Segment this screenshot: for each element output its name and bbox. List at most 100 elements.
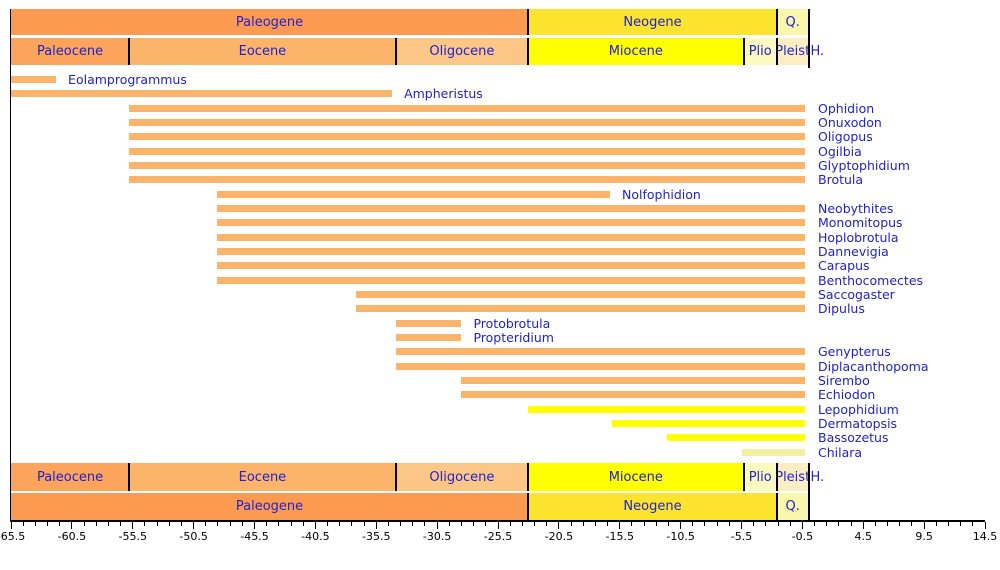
x-axis-minor-tick <box>278 521 280 526</box>
taxon-label: Diplacanthopoma <box>818 358 929 374</box>
period-band-segment: Neogene <box>528 9 777 35</box>
taxon-label: Bassozetus <box>818 430 889 446</box>
x-axis-minor-tick <box>692 521 694 526</box>
x-axis-tick-label: -0.5 <box>791 530 814 543</box>
epoch-boundary-line <box>742 463 745 491</box>
x-axis-minor-tick <box>631 521 633 526</box>
x-axis-minor-tick <box>704 521 706 526</box>
x-axis-minor-tick <box>655 521 657 526</box>
epoch-label: Plio <box>748 469 772 485</box>
x-axis-minor-tick <box>156 521 158 526</box>
x-axis-minor-tick <box>217 521 219 526</box>
x-axis-minor-tick <box>387 521 389 526</box>
taxon-label: Eolamprogrammus <box>68 72 187 87</box>
taxon-label: Protobrotula <box>473 315 551 331</box>
taxon-range-bar <box>216 262 805 270</box>
x-axis-minor-tick <box>22 521 24 526</box>
x-axis-minor-tick <box>327 521 329 526</box>
x-axis-tick-label: -10.5 <box>666 530 695 543</box>
x-axis-minor-tick <box>460 521 462 526</box>
taxon-label: Carapus <box>818 258 870 274</box>
taxon-label: Saccogaster <box>818 286 895 302</box>
x-axis-tick-label: -5.5 <box>730 530 753 543</box>
x-axis-minor-tick <box>363 521 365 526</box>
x-axis-tick-label: 4.5 <box>854 530 873 543</box>
x-axis-minor-tick <box>789 521 791 526</box>
period-boundary-line <box>775 9 778 35</box>
x-axis-minor-tick <box>241 521 243 526</box>
x-axis-minor-tick <box>765 521 767 526</box>
epoch-label: Eocene <box>238 44 287 59</box>
taxon-range-bar <box>395 362 805 370</box>
x-axis-minor-tick <box>753 521 755 526</box>
taxon-range-bar <box>461 376 805 384</box>
period-label: Neogene <box>623 14 682 30</box>
taxon-label: Brotula <box>818 172 864 188</box>
x-axis-minor-tick <box>838 521 840 526</box>
x-axis-major-tick <box>497 521 499 529</box>
x-axis-minor-tick <box>972 521 974 526</box>
epoch-label: Oligocene <box>429 44 495 59</box>
taxon-label: Echiodon <box>818 387 876 403</box>
x-axis-tick-label: -25.5 <box>483 530 513 543</box>
taxon-label: Ophidion <box>818 100 875 116</box>
x-axis-minor-tick <box>290 521 292 526</box>
epoch-boundary-line <box>128 38 131 65</box>
epoch-label: Plio <box>748 44 772 59</box>
taxon-label: Ogilbia <box>818 143 862 159</box>
x-axis-minor-tick <box>887 521 889 526</box>
period-band-segment: Paleogene <box>11 9 529 35</box>
epoch-boundary-line <box>527 463 530 491</box>
x-axis-minor-tick <box>814 521 816 526</box>
x-axis-major-tick <box>375 521 377 529</box>
x-axis-minor-tick <box>509 521 511 526</box>
x-axis-minor-tick <box>643 521 645 526</box>
x-axis-minor-tick <box>266 521 268 526</box>
x-axis-major-tick <box>923 521 925 529</box>
epoch-band-segment: Plio <box>743 38 777 65</box>
x-axis-tick-label: 9.5 <box>915 530 933 543</box>
epoch-boundary-line <box>128 463 131 491</box>
x-axis-minor-tick <box>400 521 402 526</box>
epoch-band-segment: Miocene <box>528 463 744 491</box>
taxon-label: Dermatopsis <box>818 415 898 431</box>
x-axis-minor-tick <box>168 521 170 526</box>
taxon-range-bar <box>216 219 805 227</box>
taxon-label: Propteridium <box>473 329 554 345</box>
taxon-range-bar <box>11 90 393 98</box>
x-axis-tick-label: -30.5 <box>422 530 452 543</box>
taxon-range-bar <box>395 319 462 327</box>
x-axis-minor-tick <box>205 521 207 526</box>
taxon-label: Sirembo <box>818 372 870 388</box>
taxon-label: Monomitopus <box>818 215 903 231</box>
taxon-label: Lepophidium <box>818 401 899 417</box>
taxon-range-bar <box>355 290 805 298</box>
epoch-boundary-line <box>775 463 778 491</box>
x-axis-minor-tick <box>607 521 609 526</box>
x-axis-minor-tick <box>728 521 730 526</box>
taxon-label: Nolfophidion <box>622 186 701 202</box>
taxon-range-bar <box>129 118 805 126</box>
x-axis-major-tick <box>254 521 255 529</box>
x-axis-minor-tick <box>351 521 353 526</box>
x-axis-minor-tick <box>34 521 36 526</box>
x-axis-major-tick <box>862 521 864 529</box>
x-axis-major-tick <box>132 521 134 529</box>
chart-right-border-line-bottom <box>808 463 810 522</box>
x-axis-tick-label: -15.5 <box>605 530 634 543</box>
epoch-label: Paleocene <box>36 469 104 485</box>
x-axis-minor-tick <box>582 521 584 526</box>
taxon-range-bar <box>216 204 805 212</box>
epoch-band-segment: Pleist <box>775 38 810 65</box>
period-label: Neogene <box>623 499 682 514</box>
x-axis-major-tick <box>71 521 73 529</box>
x-axis-minor-tick <box>412 521 414 526</box>
period-boundary-line <box>775 493 778 520</box>
taxon-range-bar <box>216 247 805 255</box>
chart-left-border-line <box>9 9 11 522</box>
epoch-band-segment: Pleist <box>775 463 810 491</box>
x-axis-minor-tick <box>302 521 304 526</box>
chart-right-border-line-top <box>808 9 810 68</box>
epoch-label: Miocene <box>608 44 663 59</box>
taxon-label: Oligopus <box>818 129 873 145</box>
